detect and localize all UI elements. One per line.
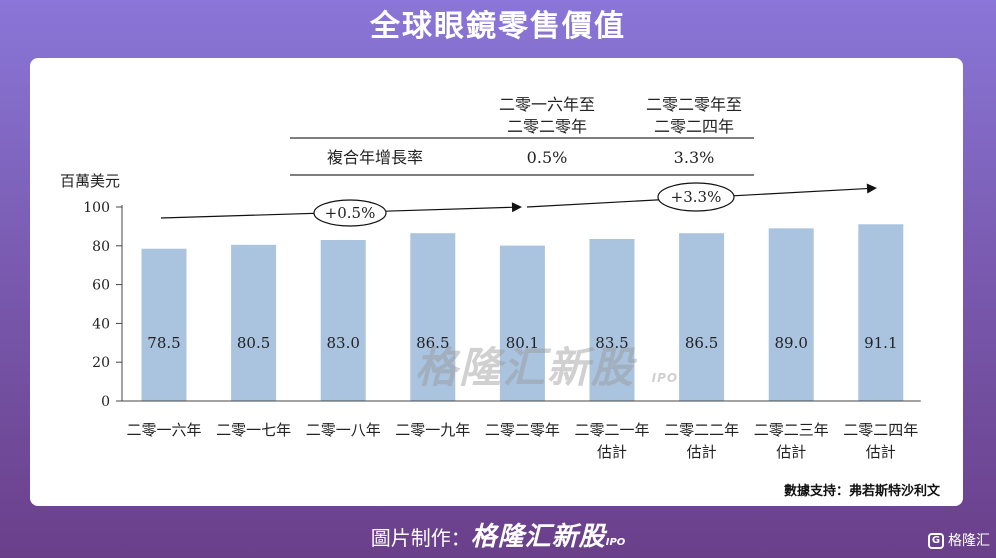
cagr-value-2: 3.3%: [674, 148, 715, 167]
bar: [320, 239, 366, 401]
page-title: 全球眼鏡零售價值: [370, 9, 626, 44]
bar-value-label: 83.5: [595, 334, 628, 352]
growth-arrow-1-head: [511, 202, 522, 213]
x-tick-label: 二零二二年: [664, 421, 739, 439]
growth-oval-1: [313, 199, 387, 227]
logo-text: 格隆汇: [948, 533, 990, 549]
y-tick-label: 100: [83, 200, 110, 216]
watermark-text: 格隆汇新股: [415, 343, 636, 392]
growth-oval-2: [657, 182, 735, 212]
footer-brand: 格隆汇新股: [470, 522, 606, 552]
bar-value-label: 86.5: [416, 334, 449, 352]
bar-value-label: 80.5: [237, 334, 270, 352]
y-tick-label: 80: [92, 239, 110, 255]
x-tick-label: 估計: [866, 443, 896, 461]
bar-value-label: 86.5: [685, 334, 718, 352]
x-tick-label: 二零二零年: [485, 421, 560, 439]
growth-label-1: +0.5%: [325, 204, 376, 222]
x-tick-label: 估計: [776, 443, 806, 461]
y-tick-label: 40: [92, 316, 110, 332]
brand-logo: G 格隆汇: [928, 530, 990, 552]
footer-brand-suffix: IPO: [605, 537, 626, 548]
bar: [768, 228, 814, 401]
cagr-row-label: 複合年增長率: [327, 148, 423, 167]
chart-panel: 百萬美元 0 20 40 60 80 100 78.5 二零一六年 80.5 二零一七年 83.0 二零…: [30, 58, 963, 506]
bar-value-label: 83.0: [326, 334, 359, 352]
source-note: 數據支持：弗若斯特沙利文: [784, 483, 941, 499]
y-tick-label: 60: [92, 278, 110, 294]
cagr-period1-line1: 二零一六年至: [499, 95, 595, 114]
logo-icon: G: [928, 533, 944, 549]
bar: [231, 244, 277, 401]
x-tick-label: 估計: [597, 443, 627, 461]
watermark-suffix: IPO: [651, 371, 679, 385]
bar: [858, 224, 904, 401]
bar-value-label: 78.5: [147, 334, 180, 352]
bar-value-label: 89.0: [774, 334, 807, 352]
growth-arrow-2-head: [866, 183, 877, 194]
x-tick-label: 估計: [687, 443, 717, 461]
x-tick-label: 二零一九年: [395, 421, 470, 439]
growth-label-2: +3.3%: [671, 188, 722, 206]
watermark: 格隆汇新股 IPO: [415, 334, 678, 395]
x-tick-label: 二零二三年: [754, 421, 829, 439]
cagr-period1-line2: 二零二零年: [507, 117, 587, 136]
x-tick-label: 二零一八年: [306, 421, 381, 439]
cagr-value-1: 0.5%: [527, 148, 568, 167]
bar: [679, 233, 725, 401]
y-axis-label: 百萬美元: [60, 172, 120, 190]
y-tick-label: 20: [92, 355, 110, 371]
bar: [499, 245, 545, 401]
x-tick-label: 二零二一年: [574, 421, 649, 439]
bar: [589, 239, 635, 401]
bar: [410, 233, 456, 401]
bar: [141, 248, 187, 401]
bar-value-label: 80.1: [506, 334, 539, 352]
x-tick-label: 二零一七年: [216, 421, 291, 439]
bar-value-label: 91.1: [864, 334, 897, 352]
footer: 圖片制作：格隆汇新股IPO: [0, 522, 996, 552]
cagr-period2-line1: 二零二零年至: [646, 95, 742, 114]
cagr-period2-line2: 二零二四年: [654, 117, 734, 136]
footer-prefix: 圖片制作：: [370, 526, 471, 550]
x-tick-label: 二零二四年: [843, 421, 918, 439]
bar-chart: 百萬美元 0 20 40 60 80 100 78.5 二零一六年 80.5 二零一七年 83.0 二零…: [60, 95, 941, 499]
y-tick-label: 0: [101, 394, 110, 410]
x-tick-label: 二零一六年: [126, 421, 201, 439]
